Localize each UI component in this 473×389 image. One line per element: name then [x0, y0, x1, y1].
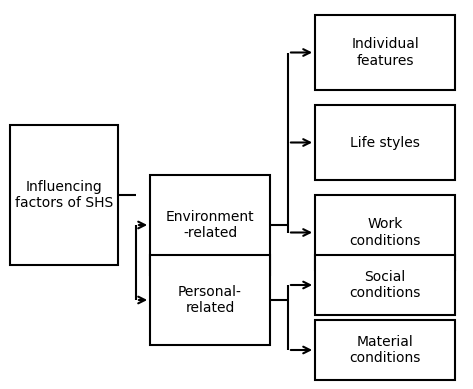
Bar	[315, 255, 455, 315]
Bar	[150, 175, 270, 275]
Text: Environment
-related: Environment -related	[166, 210, 254, 240]
Bar	[315, 15, 455, 90]
Bar	[315, 195, 455, 270]
Bar	[315, 105, 455, 180]
Text: Individual
features: Individual features	[351, 37, 419, 68]
Text: Influencing
factors of SHS: Influencing factors of SHS	[15, 180, 113, 210]
Bar	[10, 125, 118, 265]
Bar	[150, 255, 270, 345]
Text: Social
conditions: Social conditions	[350, 270, 420, 300]
Bar	[315, 320, 455, 380]
Text: Personal-
related: Personal- related	[178, 285, 242, 315]
Text: Material
conditions: Material conditions	[350, 335, 420, 365]
Text: Life styles: Life styles	[350, 135, 420, 149]
Text: Work
conditions: Work conditions	[350, 217, 420, 248]
